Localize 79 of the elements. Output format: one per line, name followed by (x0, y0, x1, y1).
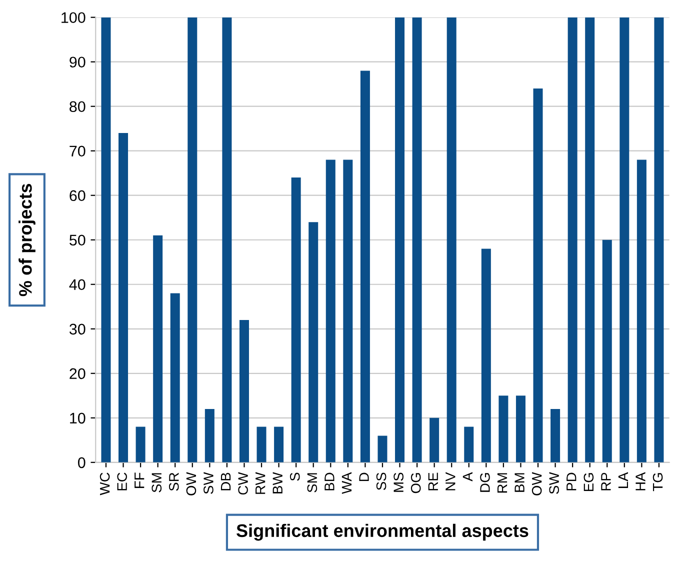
bar (256, 426, 266, 462)
y-tick-label: 10 (70, 412, 86, 424)
bar (291, 178, 301, 462)
x-tick-label: OW (186, 472, 196, 496)
x-tick-label: S (290, 472, 300, 481)
bar (101, 17, 111, 462)
x-tick-label: RW (256, 472, 266, 494)
x-tick-label: NV (446, 472, 456, 490)
x-tick-label: RE (428, 472, 438, 490)
bar (308, 222, 318, 462)
x-tick-label: A (462, 472, 472, 482)
bar (446, 17, 456, 462)
x-tick-label: SS (376, 472, 386, 490)
x-tick-label: MS (394, 472, 404, 492)
x-tick-label: SR (169, 472, 179, 491)
x-tick-label: LA (618, 472, 628, 488)
bar (464, 426, 474, 462)
bar (636, 160, 646, 462)
x-tick-label: WC (100, 472, 110, 496)
x-tick-label: WA (342, 472, 352, 494)
bar (498, 396, 508, 462)
y-axis-title: % of projects (18, 184, 36, 296)
x-tick-label: D (359, 472, 369, 482)
y-tick-label: 60 (70, 190, 86, 202)
x-tick-label: OG (410, 473, 421, 494)
bar (654, 17, 664, 462)
x-tick-label: DB (220, 472, 231, 490)
y-tick-label: 40 (69, 279, 86, 290)
x-tick-label: BD (324, 472, 334, 490)
bar (602, 240, 612, 462)
bar (550, 408, 560, 462)
y-tick-label: 50 (70, 234, 86, 246)
bar (412, 17, 422, 462)
bar (533, 88, 543, 462)
x-tick-label: SW (549, 472, 560, 494)
y-tick-label: 100 (62, 12, 86, 24)
x-tick-label: RM (497, 473, 508, 493)
bar (430, 418, 440, 462)
bar (620, 17, 630, 462)
x-tick-label: EC (117, 472, 127, 490)
x-tick-label: FF (134, 472, 144, 488)
bar (204, 408, 214, 462)
x-tick-label: HA (636, 472, 646, 490)
bar (153, 235, 163, 462)
bar (118, 133, 128, 462)
bar (481, 248, 491, 462)
y-tick-label: 20 (70, 368, 86, 380)
y-tick-label: 30 (69, 324, 86, 335)
x-tick-label: CW (238, 472, 248, 495)
y-tick-label: 70 (70, 146, 86, 157)
x-tick-label: PD (566, 472, 576, 490)
x-tick-label: DG (480, 473, 490, 492)
bar (274, 426, 284, 462)
bar (343, 160, 353, 462)
bar (585, 17, 595, 462)
y-tick-label: 80 (70, 101, 86, 112)
bar (136, 426, 146, 462)
x-tick-label: RP (601, 472, 611, 490)
x-tick-label: SM (307, 473, 318, 492)
x-tick-label: SM (152, 473, 162, 492)
x-tick-label: OW (532, 472, 542, 496)
x-axis-title: Significant environmental aspects (236, 524, 528, 541)
bar (516, 396, 526, 462)
x-tick-label: BM (514, 473, 524, 492)
bar (170, 293, 180, 462)
x-tick-label: BW (272, 472, 282, 494)
bar (395, 17, 405, 462)
x-tick-label: TG (652, 473, 663, 492)
bar (188, 17, 198, 462)
y-tick-label: 90 (70, 56, 86, 68)
bar (239, 320, 249, 462)
bar (568, 17, 578, 462)
x-tick-label: SW (204, 472, 214, 494)
x-tick-label: EG (584, 473, 594, 492)
bar (378, 436, 388, 462)
bar (326, 160, 336, 462)
y-tick-label: 0 (78, 457, 86, 468)
bar (222, 17, 232, 462)
bar (360, 70, 370, 462)
